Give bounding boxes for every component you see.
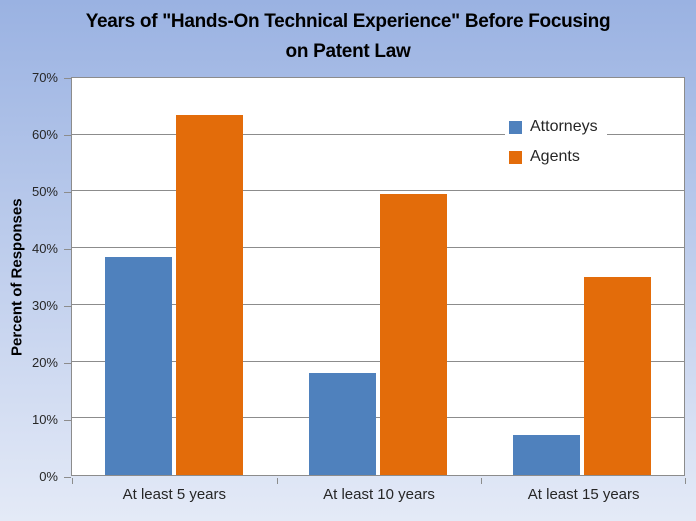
bar-agents bbox=[380, 194, 447, 475]
bar-group-3 bbox=[480, 78, 684, 475]
y-tick-mark bbox=[64, 135, 71, 136]
y-tick-label: 20% bbox=[31, 355, 58, 370]
legend-item-agents: Agents bbox=[505, 145, 589, 169]
y-tick-label: 50% bbox=[31, 184, 58, 199]
legend-swatch-agents bbox=[509, 150, 522, 164]
bar-group-1 bbox=[72, 78, 276, 475]
gridline bbox=[72, 133, 684, 135]
bar-attorneys bbox=[513, 435, 580, 475]
y-tick-mark bbox=[64, 420, 71, 421]
chart-title: Years of "Hands-On Technical Experience"… bbox=[85, 11, 611, 62]
y-tick-label: 30% bbox=[31, 298, 58, 313]
x-category-label: At least 5 years bbox=[122, 486, 227, 503]
gridline bbox=[72, 360, 684, 362]
y-tick-mark bbox=[64, 477, 71, 478]
legend-label: Attorneys bbox=[530, 118, 598, 135]
x-category-label: At least 10 years bbox=[323, 486, 435, 503]
y-tick-label: 10% bbox=[31, 412, 58, 427]
gridline bbox=[72, 303, 684, 305]
x-tick-mark bbox=[276, 478, 278, 484]
y-tick-label: 70% bbox=[31, 70, 58, 85]
legend-swatch-attorneys bbox=[509, 120, 522, 134]
x-tick-mark bbox=[481, 478, 483, 484]
bar-agents bbox=[584, 276, 651, 475]
gridline bbox=[72, 247, 684, 249]
y-tick-mark bbox=[64, 306, 71, 307]
y-tick-label: 40% bbox=[31, 241, 58, 256]
y-tick-mark bbox=[64, 249, 71, 250]
legend-label: Agents bbox=[530, 148, 580, 165]
bars-layer bbox=[72, 78, 684, 475]
bar-attorneys bbox=[105, 256, 172, 475]
y-tick-label: 60% bbox=[31, 127, 58, 142]
y-tick-mark bbox=[64, 192, 71, 193]
legend-item-attorneys: Attorneys bbox=[505, 115, 607, 139]
x-category-label: At least 15 years bbox=[527, 486, 640, 503]
y-tick-mark bbox=[64, 78, 71, 79]
gridline bbox=[72, 190, 684, 192]
bar-attorneys bbox=[309, 372, 376, 475]
x-tick-mark bbox=[685, 478, 686, 484]
bar-agents bbox=[176, 114, 243, 475]
bar-group-2 bbox=[276, 78, 480, 475]
gridline bbox=[72, 417, 684, 419]
x-tick-mark bbox=[72, 478, 73, 484]
y-tick-mark bbox=[64, 363, 71, 364]
legend: Attorneys Agents bbox=[505, 115, 607, 175]
plot-area: Attorneys Agents bbox=[71, 77, 685, 476]
y-tick-label: 0% bbox=[39, 469, 58, 484]
